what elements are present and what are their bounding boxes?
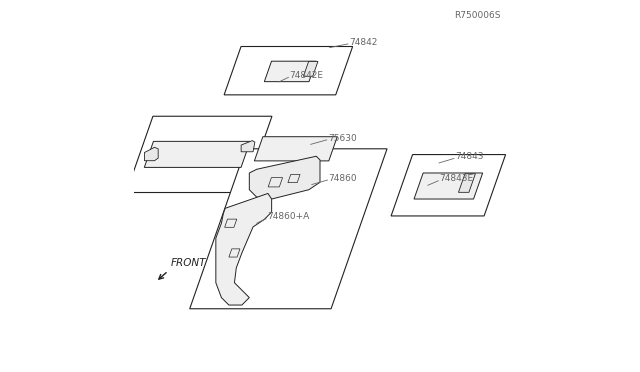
Text: R750006S: R750006S	[454, 11, 500, 20]
Text: 74860+A: 74860+A	[267, 212, 309, 221]
Polygon shape	[254, 137, 337, 161]
Polygon shape	[216, 193, 271, 305]
Text: 74860: 74860	[328, 174, 357, 183]
Text: FRONT: FRONT	[170, 258, 206, 268]
Text: 74842: 74842	[349, 38, 378, 46]
Text: 74843E: 74843E	[440, 174, 474, 183]
Polygon shape	[264, 61, 316, 81]
Text: 74843: 74843	[455, 152, 484, 161]
Polygon shape	[303, 61, 318, 76]
Polygon shape	[414, 173, 483, 199]
Polygon shape	[126, 116, 272, 193]
Polygon shape	[458, 174, 476, 192]
Text: 75630: 75630	[328, 134, 356, 142]
Text: 74842E: 74842E	[289, 71, 323, 80]
Polygon shape	[241, 141, 255, 152]
Polygon shape	[391, 155, 506, 216]
Polygon shape	[250, 156, 320, 199]
Polygon shape	[145, 147, 158, 161]
Polygon shape	[145, 141, 250, 167]
Polygon shape	[189, 149, 387, 309]
Polygon shape	[224, 46, 353, 95]
